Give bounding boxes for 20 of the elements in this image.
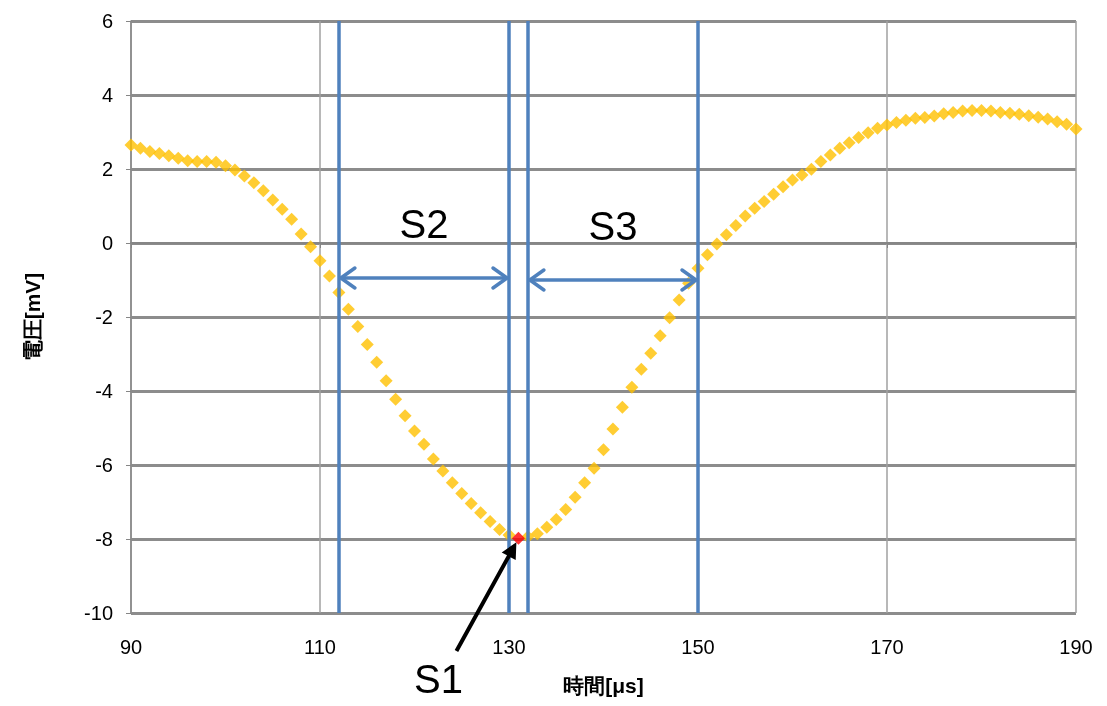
x-tick-label: 170 [870, 636, 904, 658]
annotation: S3 [588, 204, 638, 248]
y-tick-label: -4 [95, 380, 113, 402]
x-tick-label: 150 [681, 636, 715, 658]
annotation: S2 [399, 202, 449, 246]
x-tick-label: 130 [492, 636, 526, 658]
y-axis-title: 電圧[mV] [21, 272, 44, 362]
y-tick-label: 0 [101, 232, 113, 254]
y-tick-label: 2 [101, 158, 113, 180]
text: S1 [413, 657, 463, 701]
y-tick-label: 6 [101, 10, 113, 32]
x-axis-title: 時間[μs] [563, 674, 644, 697]
x-tick-label: 110 [304, 636, 336, 658]
y-tick-label: -2 [95, 306, 113, 328]
x-tick-label: 190 [1059, 636, 1093, 658]
y-tick-label: -6 [95, 454, 113, 476]
x-tick-label: 90 [119, 636, 143, 658]
y-tick-label: -10 [84, 602, 113, 624]
y-tick-label: 4 [101, 84, 113, 106]
y-tick-label: -8 [95, 528, 113, 550]
